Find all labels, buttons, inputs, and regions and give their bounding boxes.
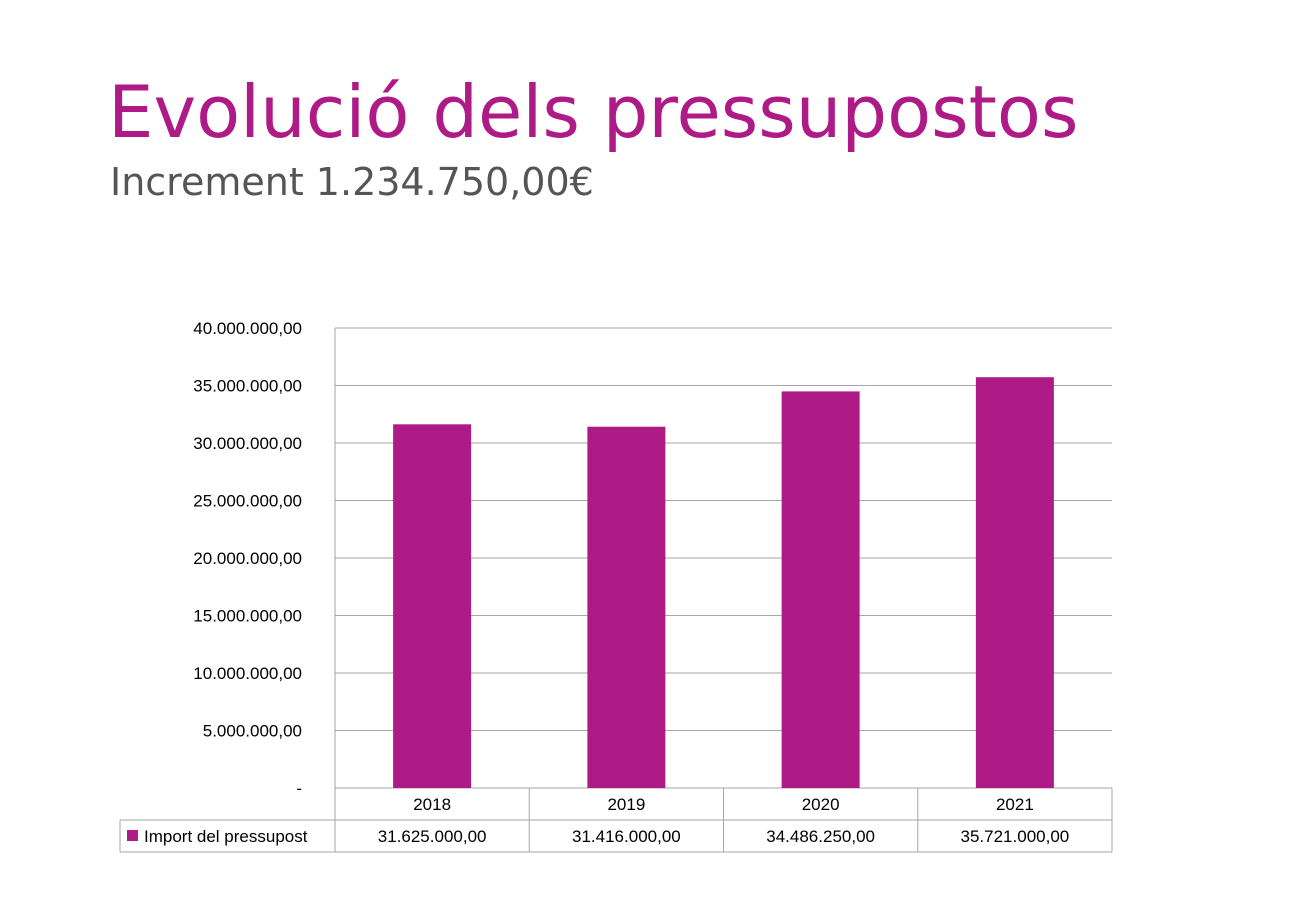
x-tick-label: 2020 bbox=[802, 795, 840, 814]
bar-2018 bbox=[393, 424, 472, 788]
x-tick-label: 2021 bbox=[996, 795, 1034, 814]
y-tick-label: 10.000.000,00 bbox=[193, 664, 302, 683]
legend-label: Import del pressupost bbox=[144, 827, 308, 846]
page-subtitle: Increment 1.234.750,00€ bbox=[110, 160, 594, 204]
bar-2021 bbox=[975, 377, 1054, 788]
y-tick-label: 20.000.000,00 bbox=[193, 549, 302, 568]
y-tick-label: 30.000.000,00 bbox=[193, 434, 302, 453]
x-tick-label: 2018 bbox=[413, 795, 451, 814]
data-label: 34.486.250,00 bbox=[766, 827, 875, 846]
page-title: Evolució dels pressupostos bbox=[108, 70, 1079, 154]
y-tick-label: 5.000.000,00 bbox=[203, 722, 302, 741]
y-tick-label: 40.000.000,00 bbox=[193, 319, 302, 338]
bar-2019 bbox=[587, 426, 666, 788]
x-tick-label: 2019 bbox=[607, 795, 645, 814]
data-label: 35.721.000,00 bbox=[961, 827, 1070, 846]
legend-swatch bbox=[127, 830, 138, 841]
bar-2020 bbox=[781, 391, 860, 788]
y-tick-label: 25.000.000,00 bbox=[193, 492, 302, 511]
y-tick-label: 35.000.000,00 bbox=[193, 377, 302, 396]
data-label: 31.625.000,00 bbox=[378, 827, 487, 846]
y-tick-label: 15.000.000,00 bbox=[193, 607, 302, 626]
data-label: 31.416.000,00 bbox=[572, 827, 681, 846]
y-tick-label: - bbox=[296, 779, 302, 798]
